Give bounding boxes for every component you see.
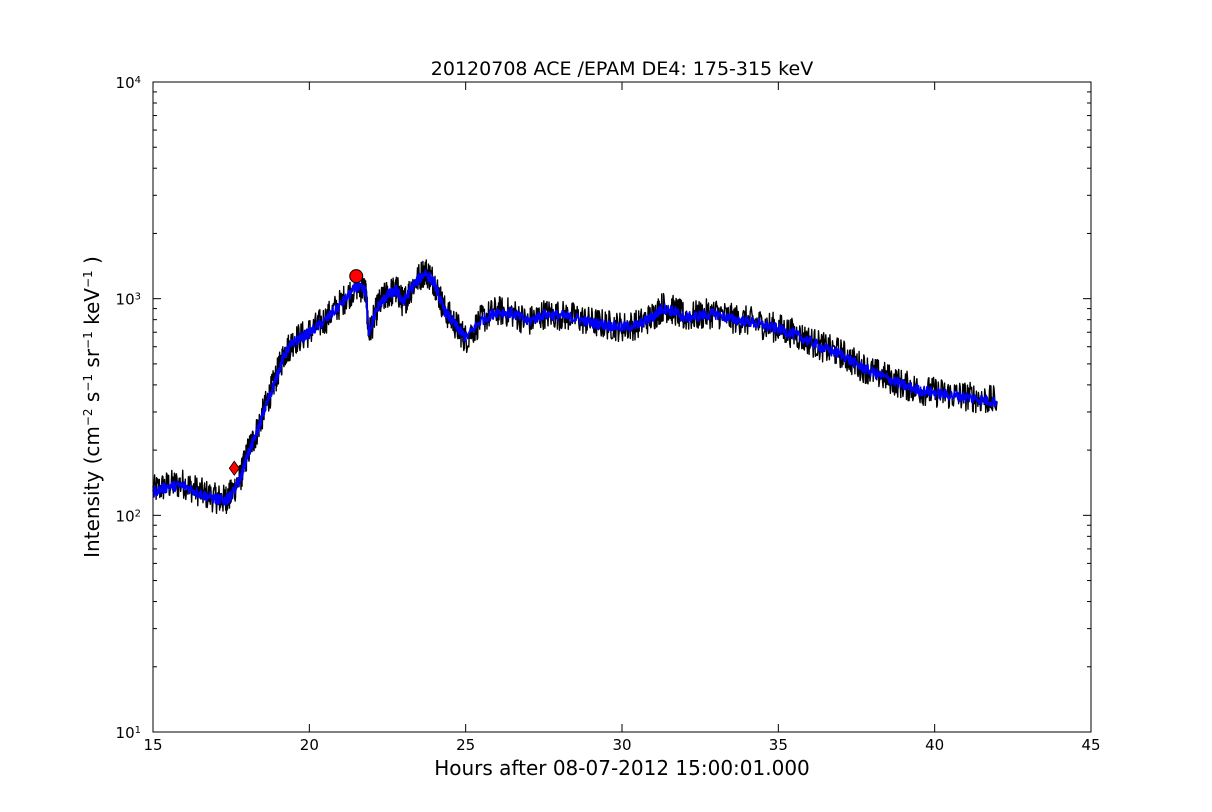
plot-frame [152, 81, 1092, 733]
y-axis-label-part: ) [80, 256, 104, 270]
y-axis-label-part: −1 [81, 331, 95, 349]
y-tick-exponent: 3 [135, 291, 141, 302]
y-tick-exponent: 1 [135, 725, 141, 736]
y-tick-label: 103 [116, 291, 141, 309]
y-tick-base: 10 [116, 507, 135, 525]
y-tick-base: 10 [116, 724, 135, 742]
x-tick-label: 35 [769, 736, 788, 754]
chart-title: 20120708 ACE /EPAM DE4: 175-315 keV [431, 58, 813, 80]
y-axis-label-part: keV [80, 288, 104, 332]
y-tick-exponent: 4 [135, 75, 141, 86]
series-smoothed [152, 269, 998, 506]
x-axis-label: Hours after 08-07-2012 15:00:01.000 [434, 756, 810, 780]
series-raw [152, 259, 998, 515]
y-axis-label-part: s [80, 392, 104, 409]
y-tick-label: 104 [116, 74, 141, 92]
y-axis-label-part: −1 [81, 270, 95, 288]
y-axis-label-part: −1 [81, 374, 95, 392]
x-tick-label: 45 [1081, 736, 1100, 754]
marker-layer [228, 269, 364, 476]
x-tick-label: 40 [925, 736, 944, 754]
x-tick-label: 15 [143, 736, 162, 754]
x-tick-label: 20 [300, 736, 319, 754]
y-tick-base: 10 [116, 74, 135, 92]
y-tick-exponent: 2 [135, 508, 141, 519]
y-tick-label: 102 [116, 507, 141, 525]
series-layer [152, 259, 998, 515]
plot-area [153, 82, 1091, 732]
y-axis-label-part: −2 [81, 408, 95, 426]
x-tick-label: 25 [456, 736, 475, 754]
x-tick-label: 30 [612, 736, 631, 754]
y-tick-base: 10 [116, 291, 135, 309]
y-axis-label-part: sr [80, 348, 104, 374]
y-axis-label-part: Intensity (cm [80, 426, 104, 558]
peak-marker [349, 269, 364, 284]
onset-marker [228, 460, 240, 476]
y-axis-label: Intensity (cm−2 s−1 sr−1 keV−1 ) [80, 256, 104, 558]
y-tick-label: 101 [116, 724, 141, 742]
